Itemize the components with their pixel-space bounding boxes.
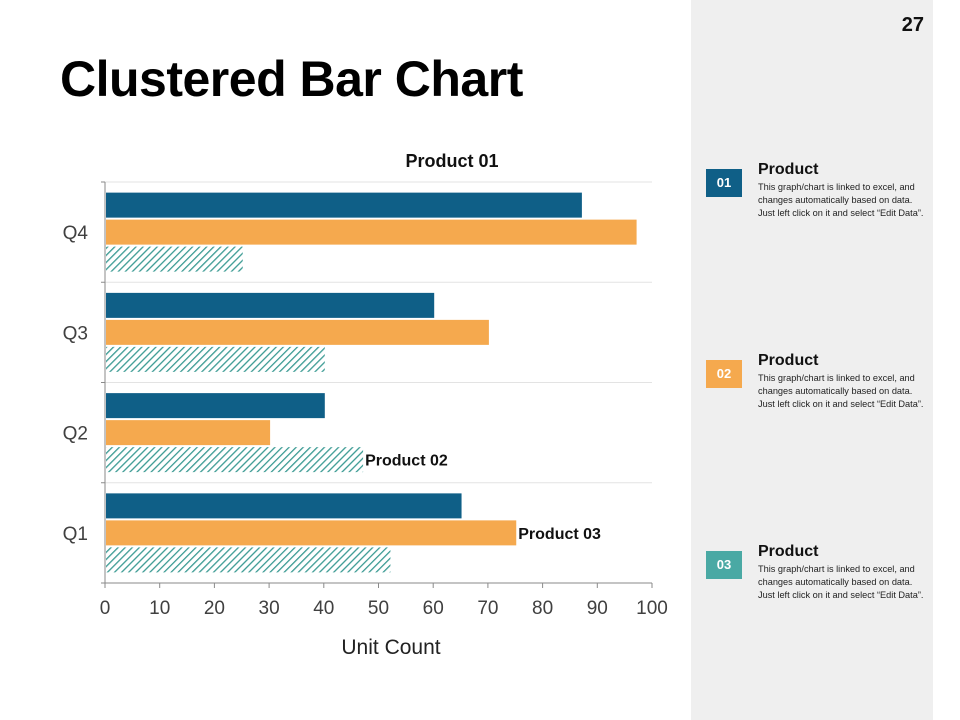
bar-q3-series-3 — [106, 346, 325, 372]
x-tick-label: 70 — [477, 598, 498, 619]
x-tick-label: 30 — [259, 598, 280, 619]
bar-q3-series-1 — [106, 292, 435, 318]
x-tick-label: 80 — [532, 598, 553, 619]
data-annotation: Product 03 — [518, 526, 601, 543]
bar-q3-series-2 — [106, 319, 489, 345]
x-axis-title: Unit Count — [341, 636, 440, 659]
bar-q1-series-1 — [106, 493, 462, 519]
bar-q1-series-2 — [106, 520, 517, 546]
bar-q2-series-1 — [106, 393, 325, 419]
chart-title: Product 01 — [405, 151, 498, 171]
legend-number-badge: 01 — [706, 169, 742, 197]
bar-q4-series-2 — [106, 219, 637, 245]
legend-heading: Product — [758, 352, 819, 369]
clustered-bar-chart: 0 10 20 30 40 50 60 70 80 90 100 Q1 Q2 Q3 Q4 Product 01… — [63, 151, 668, 659]
x-tick-label: 90 — [587, 598, 608, 619]
x-tick-label: 60 — [423, 598, 444, 619]
x-tick-label: 10 — [149, 598, 170, 619]
slide-title: Clustered Bar Chart — [60, 51, 523, 107]
legend-description: This graph/chart is linked to excel, and… — [758, 182, 924, 218]
y-tick-label: Q3 — [63, 323, 88, 344]
y-tick-label: Q1 — [63, 524, 88, 545]
bar-q4-series-3 — [106, 246, 243, 272]
legend-description: This graph/chart is linked to excel, and… — [758, 564, 924, 600]
y-tick-label: Q4 — [63, 223, 89, 244]
legend-description: This graph/chart is linked to excel, and… — [758, 373, 924, 409]
bar-q1-series-3 — [106, 547, 391, 573]
bar-q4-series-1 — [106, 192, 582, 218]
x-tick-label: 40 — [313, 598, 334, 619]
legend-number-badge: 02 — [706, 360, 742, 388]
x-tick-label: 100 — [636, 598, 668, 619]
bar-q2-series-2 — [106, 420, 271, 446]
legend-heading: Product — [758, 161, 819, 178]
x-tick-label: 50 — [368, 598, 389, 619]
data-annotation: Product 02 — [365, 453, 448, 470]
page-number: 27 — [901, 14, 924, 36]
y-tick-label: Q2 — [63, 424, 88, 445]
bar-q2-series-3 — [106, 447, 364, 473]
x-tick-label: 0 — [100, 598, 111, 619]
x-tick-label: 20 — [204, 598, 225, 619]
legend-number-badge: 03 — [706, 551, 742, 579]
legend-heading: Product — [758, 543, 819, 560]
